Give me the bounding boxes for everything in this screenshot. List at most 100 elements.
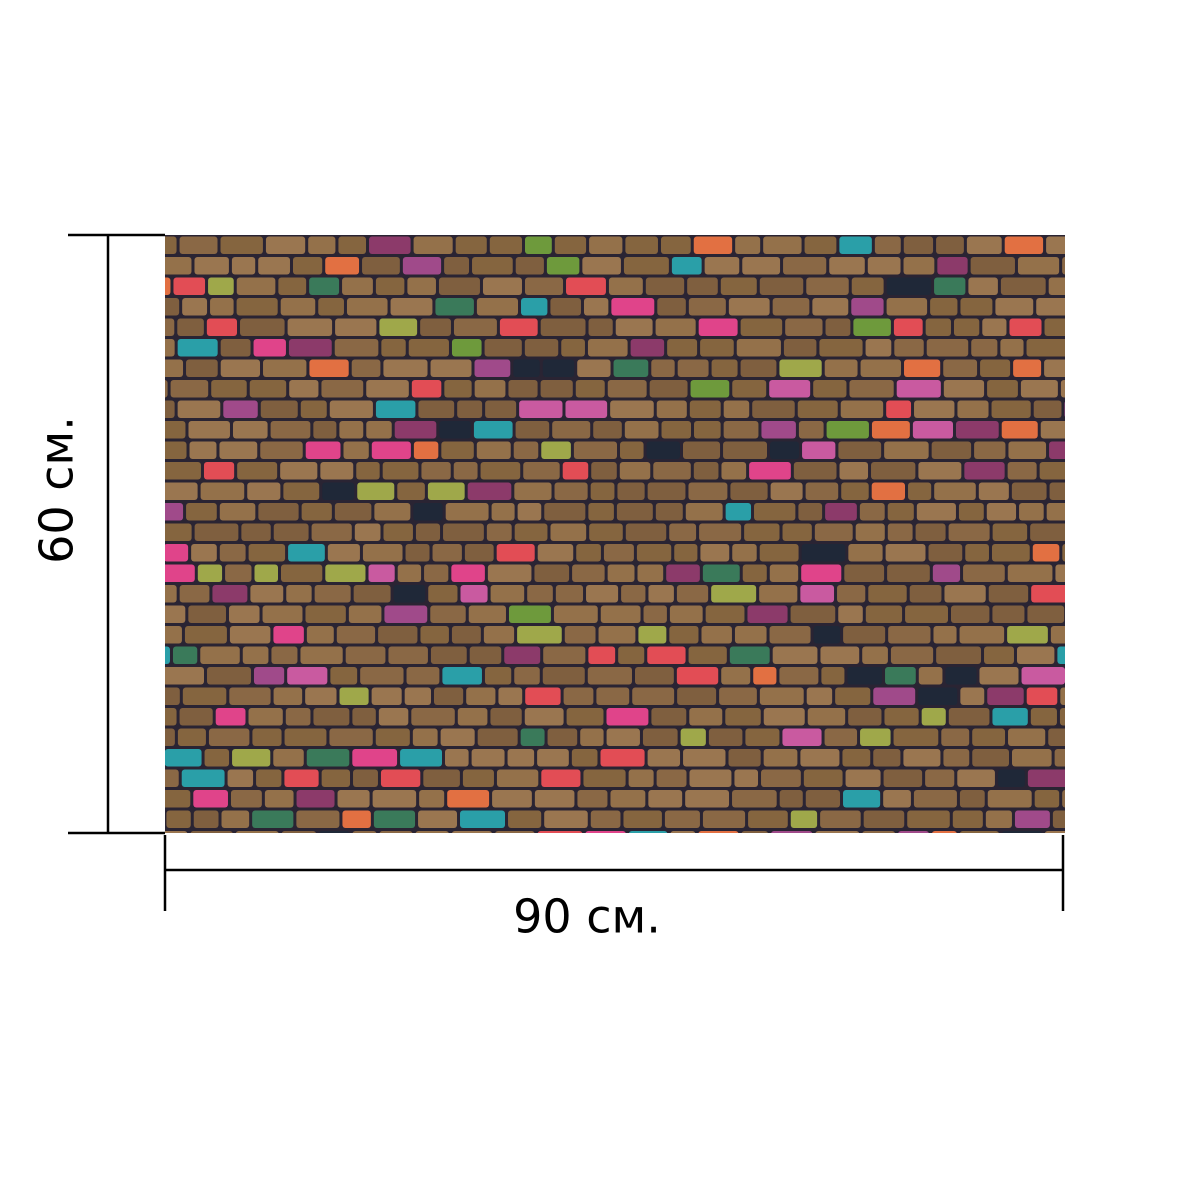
brick (596, 687, 630, 705)
brick (591, 462, 617, 480)
brick (745, 728, 780, 746)
brick (375, 728, 410, 746)
brick (982, 318, 1007, 336)
brick (651, 359, 675, 377)
brick (698, 318, 738, 336)
brick (248, 544, 286, 562)
brick (165, 339, 175, 357)
brick (402, 257, 442, 275)
brick (311, 523, 352, 541)
brick (759, 544, 799, 562)
brick (587, 339, 628, 357)
brick (371, 687, 402, 705)
brick (464, 544, 494, 562)
brick (825, 318, 851, 336)
brick (801, 564, 842, 582)
brick (728, 298, 770, 316)
brick (921, 708, 946, 726)
brick (647, 482, 686, 500)
brick (886, 298, 928, 316)
brick (441, 441, 474, 459)
brick (820, 810, 861, 828)
brick (309, 277, 340, 295)
brick (200, 482, 245, 500)
brick (666, 564, 700, 582)
brick (457, 400, 483, 418)
brick (554, 482, 588, 500)
brick (607, 564, 635, 582)
brick (721, 667, 751, 685)
brick (667, 339, 698, 357)
brick (960, 298, 993, 316)
brick (699, 523, 742, 541)
brick (393, 585, 426, 603)
brick (338, 236, 367, 254)
brick (660, 236, 691, 254)
brick (496, 544, 535, 562)
brick (1044, 318, 1065, 336)
brick (769, 626, 811, 644)
brick (236, 277, 276, 295)
brick (842, 749, 871, 767)
brick (634, 667, 674, 685)
brick (888, 626, 931, 644)
brick (284, 728, 327, 746)
brick (624, 421, 659, 439)
brick (918, 667, 943, 685)
brick (318, 298, 344, 316)
brick (932, 564, 961, 582)
brick (346, 298, 388, 316)
brick (444, 257, 470, 275)
brick (194, 523, 239, 541)
brick (853, 318, 891, 336)
brick (669, 626, 699, 644)
brick (329, 728, 373, 746)
brick (165, 544, 189, 562)
brick (445, 503, 489, 521)
brick (600, 605, 641, 623)
brick (540, 380, 573, 398)
brick (517, 503, 542, 521)
brick (657, 298, 686, 316)
brick (937, 257, 968, 275)
brick (1021, 667, 1065, 685)
brick (885, 544, 926, 562)
brick (1011, 482, 1047, 500)
brick (362, 257, 400, 275)
brick (585, 831, 626, 833)
brick (995, 298, 1034, 316)
brick (372, 790, 417, 808)
brick (286, 585, 312, 603)
brick (525, 687, 561, 705)
brick (165, 523, 192, 541)
brick (220, 359, 261, 377)
brick (371, 441, 411, 459)
brick (170, 380, 209, 398)
brick (472, 257, 513, 275)
brick (165, 359, 184, 377)
brick (179, 708, 213, 726)
brick (524, 339, 559, 357)
brick (249, 380, 287, 398)
brick (400, 749, 443, 767)
brick (419, 790, 445, 808)
brick (656, 400, 687, 418)
brick (165, 708, 177, 726)
brick (600, 749, 645, 767)
brick (356, 462, 380, 480)
brick (702, 810, 746, 828)
brick (206, 318, 238, 336)
brick (265, 236, 306, 254)
brick (589, 523, 623, 541)
brick (252, 810, 294, 828)
brick (837, 585, 866, 603)
brick (248, 708, 283, 726)
brick (397, 482, 425, 500)
brick (242, 646, 269, 664)
brick (430, 605, 466, 623)
brick (693, 462, 719, 480)
brick (643, 605, 667, 623)
brick (550, 523, 587, 541)
brick (490, 708, 522, 726)
brick (325, 564, 366, 582)
